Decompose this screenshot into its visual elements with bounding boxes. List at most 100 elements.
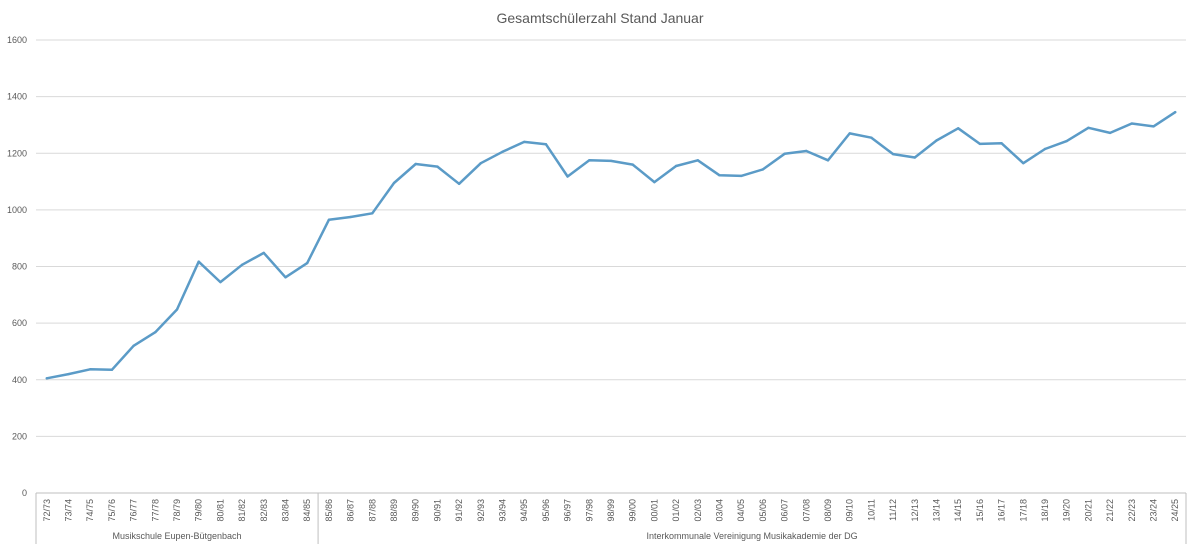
data-point (935, 139, 938, 142)
x-tick-label: 96/97 (563, 499, 573, 522)
data-point (67, 372, 70, 376)
x-tick-label: 81/82 (237, 499, 247, 522)
x-tick-label: 14/15 (953, 499, 963, 522)
group-label: Musikschule Eupen-Bütgenbach (112, 531, 241, 541)
x-tick-label: 93/94 (498, 499, 508, 522)
data-point (870, 136, 873, 139)
x-tick-label: 22/23 (1127, 499, 1137, 522)
x-tick-label: 04/05 (736, 499, 746, 522)
y-tick-label: 1000 (7, 205, 27, 215)
data-point (848, 132, 851, 135)
x-tick-label: 17/18 (1018, 499, 1028, 522)
x-tick-label: 97/98 (584, 499, 594, 522)
data-point (544, 142, 548, 146)
x-tick-label: 12/13 (910, 499, 920, 522)
data-point (913, 156, 916, 159)
x-axis: 72/73 73/74 74/75 75/76 76/77 77/78 78/79 79/80… (42, 499, 1180, 522)
data-point (132, 344, 135, 347)
data-point (739, 174, 743, 178)
x-tick-label: 92/93 (476, 499, 486, 522)
x-tick-label: 15/16 (975, 499, 985, 522)
x-tick-label: 82/83 (259, 499, 269, 522)
x-tick-label: 06/07 (780, 499, 790, 522)
data-point (978, 142, 982, 146)
data-point (45, 377, 49, 380)
data-point (436, 165, 439, 168)
data-point (588, 159, 591, 162)
x-tick-label: 72/73 (42, 499, 52, 522)
x-tick-label: 91/92 (454, 499, 464, 522)
data-point (327, 218, 331, 221)
data-point (501, 150, 504, 154)
data-point (175, 308, 179, 311)
category-groups: Musikschule Eupen-Bütgenbach Interkommuna… (35, 493, 1187, 544)
data-point (1130, 122, 1133, 125)
y-tick-label: 0 (22, 488, 27, 498)
x-tick-label: 74/75 (85, 499, 95, 522)
x-tick-label: 21/22 (1105, 499, 1115, 522)
x-tick-label: 80/81 (215, 499, 225, 522)
x-tick-label: 89/90 (411, 499, 421, 522)
x-tick-label: 88/89 (389, 499, 399, 522)
y-tick-label: 1200 (7, 148, 27, 158)
x-tick-label: 03/04 (714, 499, 724, 522)
data-point (696, 159, 699, 162)
y-tick-label: 1600 (7, 35, 27, 45)
data-point (718, 174, 721, 177)
x-tick-label: 99/00 (628, 499, 638, 522)
data-point (609, 159, 613, 163)
data-point (1000, 142, 1003, 145)
data-point (240, 263, 244, 267)
data-point (1173, 110, 1177, 114)
data-point (1152, 125, 1155, 128)
data-point (306, 261, 309, 265)
data-point (523, 140, 526, 144)
x-tick-label: 77/78 (150, 499, 160, 522)
x-tick-label: 98/99 (606, 499, 616, 522)
data-point (414, 162, 417, 166)
y-axis: 0 200 400 600 800 1000 1200 1400 1600 (7, 35, 27, 498)
data-point (1065, 139, 1068, 143)
x-tick-label: 10/11 (866, 499, 876, 521)
x-tick-label: 08/09 (823, 499, 833, 522)
gridlines (36, 39, 1186, 494)
data-point (197, 260, 200, 263)
data-point (761, 168, 765, 171)
x-tick-label: 09/10 (845, 499, 855, 522)
x-tick-label: 84/85 (302, 499, 312, 522)
data-point (349, 215, 352, 219)
x-tick-label: 24/25 (1170, 499, 1180, 522)
x-tick-label: 79/80 (194, 499, 204, 522)
data-point (956, 127, 960, 130)
data-point (653, 180, 656, 184)
y-tick-label: 200 (12, 431, 27, 441)
x-tick-label: 94/95 (519, 499, 529, 522)
x-tick-label: 07/08 (801, 499, 811, 522)
data-point (479, 161, 483, 165)
y-tick-label: 1400 (7, 92, 27, 102)
data-point (1087, 126, 1090, 129)
x-tick-label: 86/87 (346, 499, 356, 522)
group-label: Interkommunale Vereinigung Musikakademie… (646, 531, 857, 541)
x-tick-label: 23/24 (1148, 499, 1158, 522)
data-point (566, 175, 569, 178)
data-point (284, 276, 287, 279)
series-line (45, 110, 1177, 380)
x-tick-label: 02/03 (693, 499, 703, 522)
data-point (1108, 131, 1112, 135)
data-point (674, 164, 678, 168)
series-layer (45, 110, 1177, 380)
data-point (154, 330, 157, 334)
x-tick-label: 83/84 (281, 499, 291, 522)
x-tick-label: 90/91 (432, 499, 442, 522)
x-tick-label: 20/21 (1083, 499, 1093, 522)
data-point (826, 159, 830, 162)
y-tick-label: 800 (12, 262, 27, 272)
data-point (457, 182, 461, 186)
data-point (219, 280, 222, 284)
x-tick-label: 13/14 (931, 499, 941, 522)
x-tick-label: 05/06 (758, 499, 768, 522)
x-tick-label: 00/01 (649, 499, 659, 522)
